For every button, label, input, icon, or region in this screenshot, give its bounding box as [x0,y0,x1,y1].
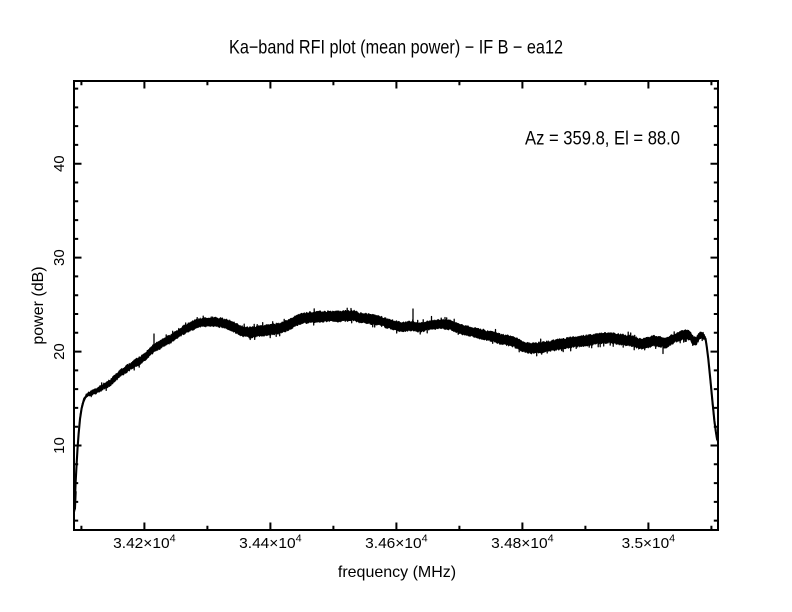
svg-text:Az = 359.8, El = 88.0: Az = 359.8, El = 88.0 [525,128,680,149]
svg-text:20: 20 [51,343,68,360]
svg-text:power (dB): power (dB) [30,266,47,344]
svg-text:3.44×104: 3.44×10 4 [239,532,302,552]
svg-text:10: 10 [51,437,68,454]
svg-text:3.42×104: 3.42×10 4 [113,532,176,552]
svg-text:3.48×104: 3.48×10 4 [491,532,554,552]
svg-text:40: 40 [51,155,68,172]
svg-text:Ka−band RFI plot (mean power): Ka−band RFI plot (mean power) − IF B − e… [229,37,563,59]
svg-text:frequency (MHz): frequency (MHz) [338,564,456,581]
svg-text:3.46×104: 3.46×10 4 [365,532,428,552]
svg-text:30: 30 [51,249,68,266]
svg-text:3.5×104: 3.5×104 [622,532,676,552]
